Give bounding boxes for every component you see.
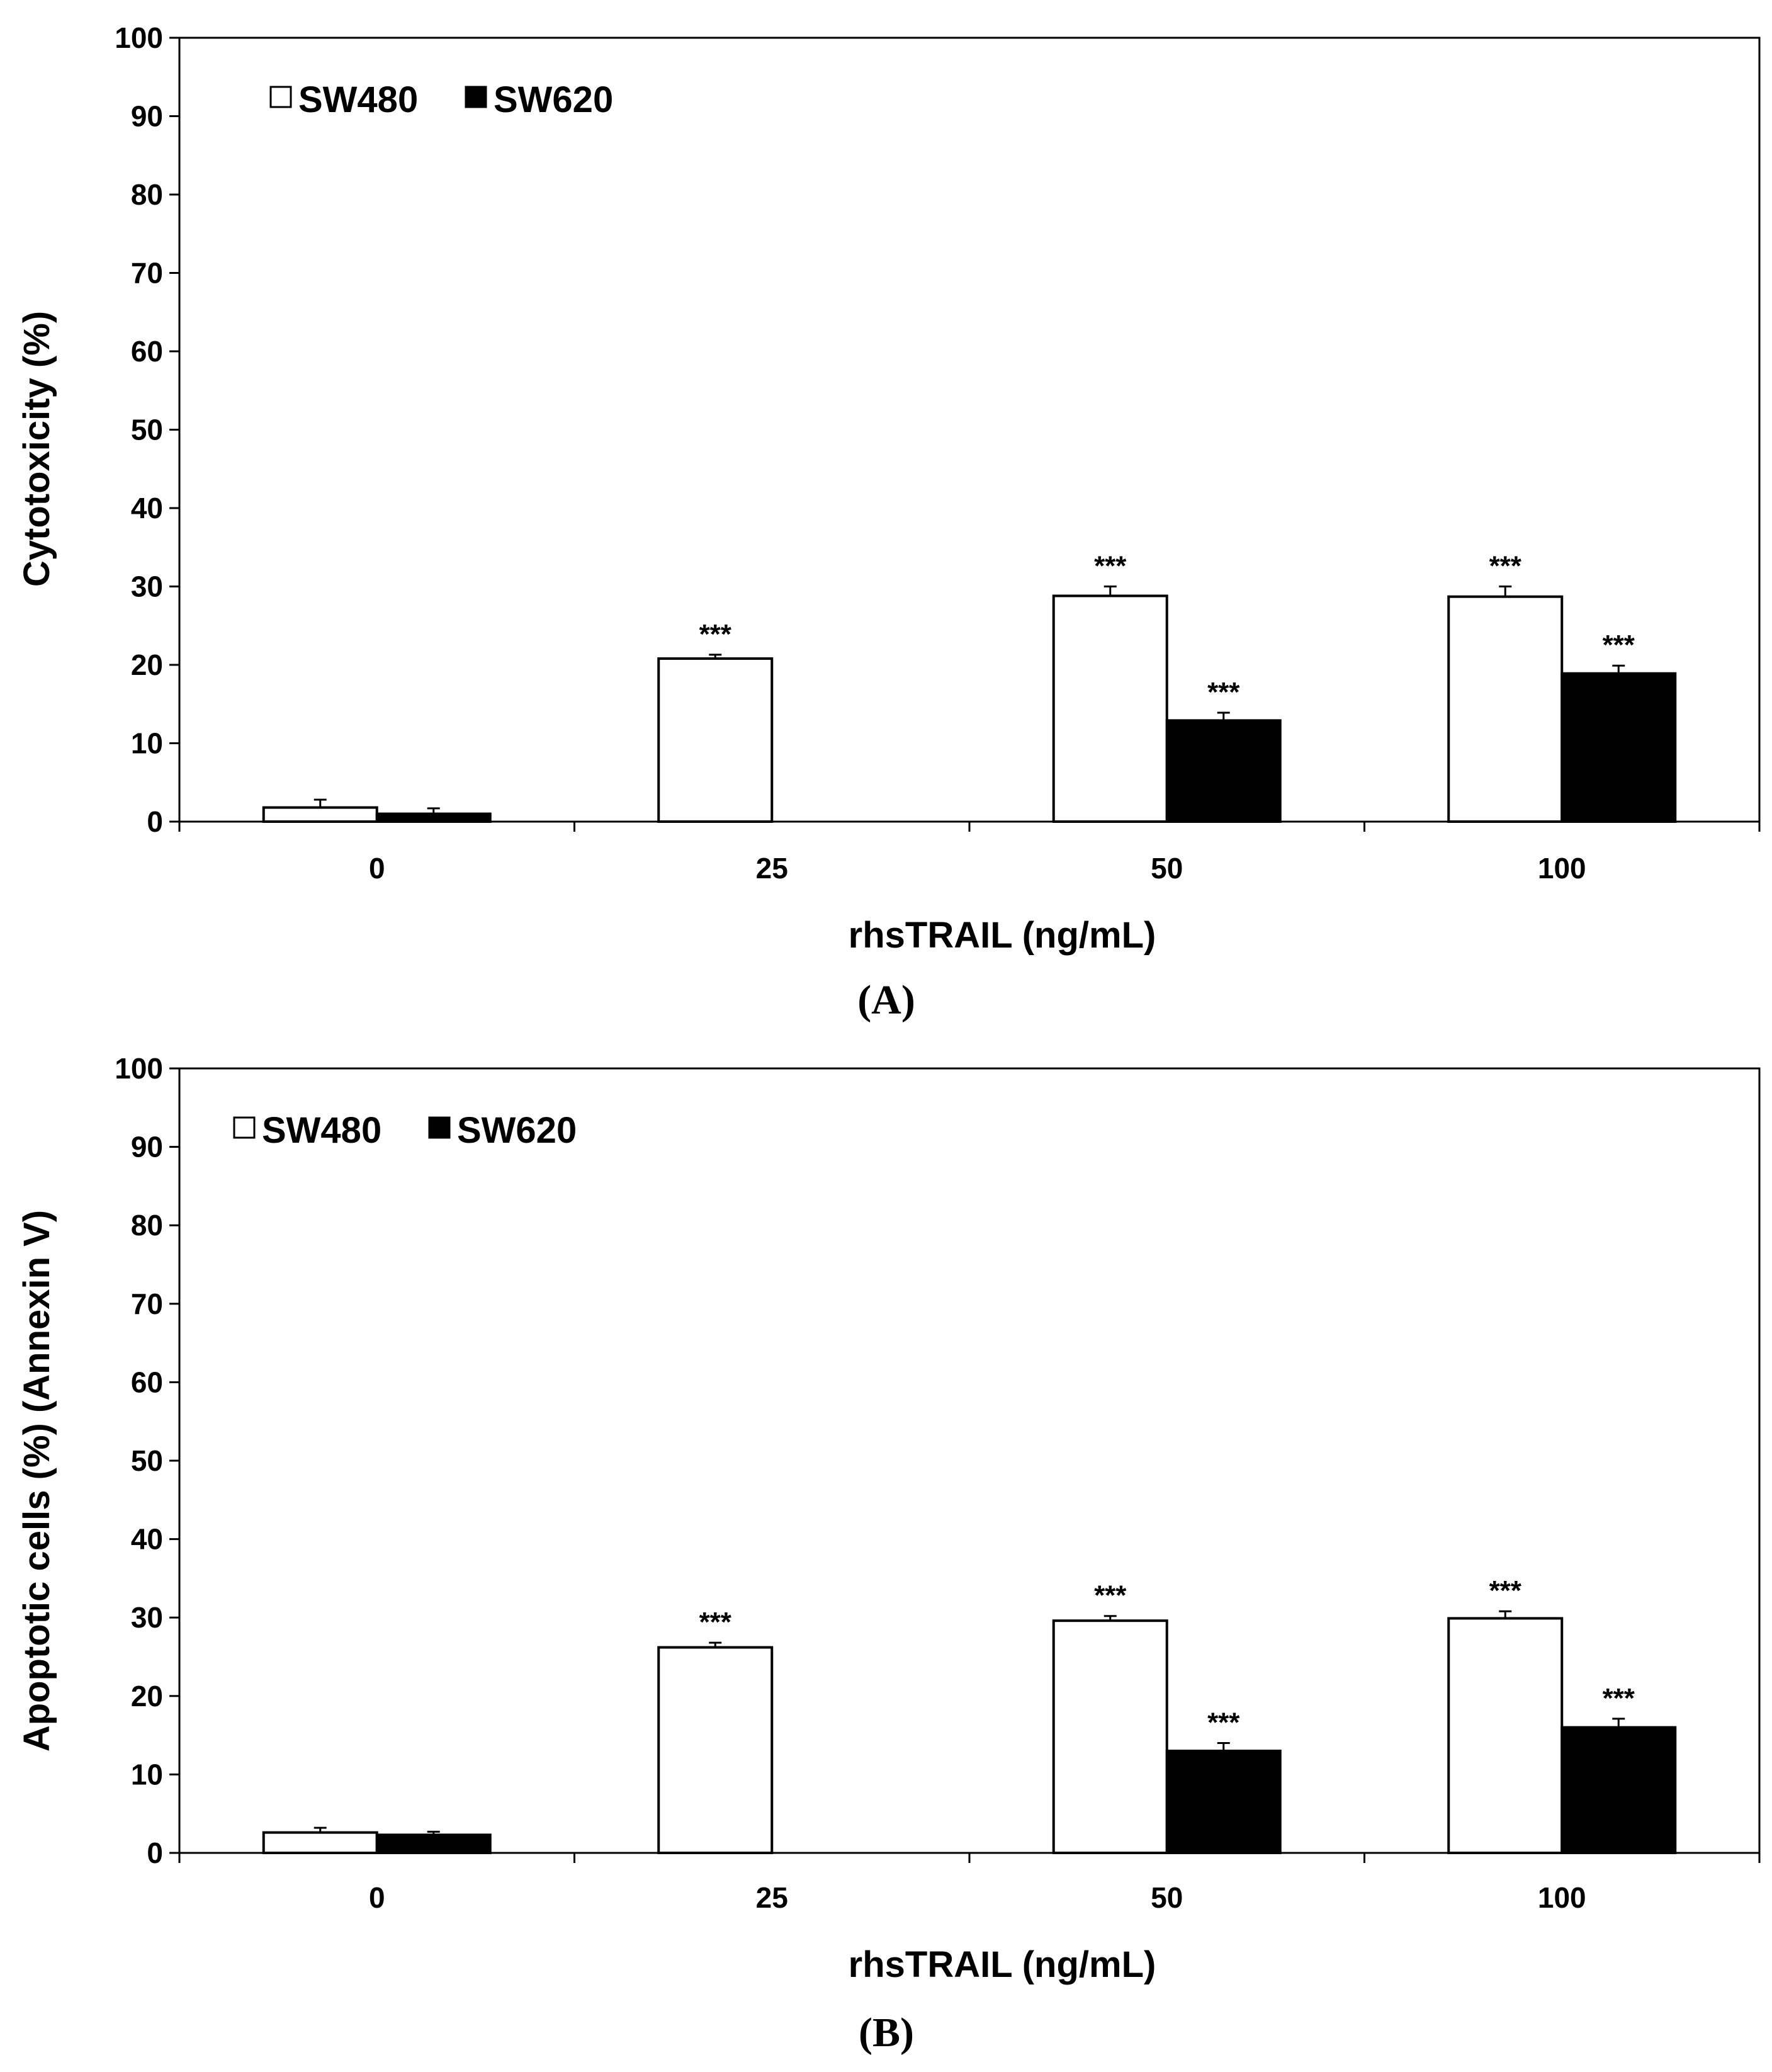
significance-marker: *** bbox=[1603, 630, 1635, 660]
x-tick-label: 25 bbox=[756, 1881, 788, 1914]
y-tick-label: 80 bbox=[131, 178, 163, 211]
bar-sw480 bbox=[657, 1646, 774, 1855]
x-tick-label: 100 bbox=[1538, 852, 1586, 885]
bar-sw620 bbox=[375, 1833, 492, 1855]
y-tick-label: 0 bbox=[147, 1837, 163, 1869]
y-tick-label: 100 bbox=[115, 21, 163, 54]
panel-b: 0 10 20 30 40 50 60 70 80 90 100 0 25 50 100 *** *** *** *… bbox=[16, 1052, 1761, 2056]
y-tick-label: 10 bbox=[131, 727, 163, 760]
x-tick-label: 50 bbox=[1151, 1881, 1183, 1914]
bar-sw620 bbox=[1165, 719, 1282, 824]
y-tick-label: 60 bbox=[131, 1366, 163, 1398]
y-tick-label: 0 bbox=[147, 805, 163, 838]
legend-swatch-sw480 bbox=[233, 1116, 256, 1139]
y-tick-label: 20 bbox=[131, 648, 163, 681]
y-tick-label: 50 bbox=[131, 414, 163, 446]
significance-marker: *** bbox=[1094, 1580, 1127, 1611]
y-axis-title: Apoptotic cells (%) (Annexin V) bbox=[16, 1210, 57, 1752]
y-tick-label: 90 bbox=[131, 100, 163, 133]
y-axis-title: Cytotoxicity (%) bbox=[16, 311, 57, 587]
legend-label-sw480: SW480 bbox=[298, 79, 418, 120]
bar-sw480 bbox=[1052, 594, 1168, 823]
bar-sw620 bbox=[375, 812, 492, 824]
y-tick-label: 70 bbox=[131, 1288, 163, 1320]
bar-sw480 bbox=[1052, 1619, 1168, 1855]
x-axis-title: rhsTRAIL (ng/mL) bbox=[849, 1944, 1156, 1985]
y-tick-label: 100 bbox=[115, 1052, 163, 1085]
y-tick-label: 30 bbox=[131, 570, 163, 603]
y-tick-label: 40 bbox=[131, 492, 163, 524]
bar-sw620 bbox=[1560, 1726, 1677, 1854]
panel-label: (A) bbox=[857, 977, 915, 1023]
x-tick-label: 0 bbox=[369, 1881, 385, 1914]
significance-marker: *** bbox=[1489, 551, 1522, 582]
y-tick-label: 30 bbox=[131, 1601, 163, 1634]
plot-area: 0 10 20 30 40 50 60 70 80 90 100 0 25 50 100 *** *** *** *… bbox=[115, 1052, 1761, 1914]
y-tick-label: 50 bbox=[131, 1444, 163, 1477]
y-tick-label: 70 bbox=[131, 257, 163, 290]
significance-marker: *** bbox=[1207, 677, 1240, 708]
significance-marker: *** bbox=[1094, 551, 1127, 582]
legend-swatch-sw620 bbox=[465, 86, 487, 108]
y-tick-label: 90 bbox=[131, 1131, 163, 1163]
bar-sw480 bbox=[262, 806, 378, 823]
y-tick-label: 80 bbox=[131, 1209, 163, 1242]
significance-marker: *** bbox=[1489, 1575, 1522, 1606]
significance-marker: *** bbox=[699, 619, 732, 650]
panel-a: 0 10 20 30 40 50 60 70 80 90 100 0 25 50 100 *** *** *** *… bbox=[16, 21, 1761, 1023]
significance-marker: *** bbox=[1603, 1683, 1635, 1714]
x-tick-label: 50 bbox=[1151, 852, 1183, 885]
x-axis-title: rhsTRAIL (ng/mL) bbox=[849, 915, 1156, 956]
x-tick-label: 25 bbox=[756, 852, 788, 885]
y-tick-label: 10 bbox=[131, 1758, 163, 1791]
legend-label-sw480: SW480 bbox=[262, 1110, 381, 1151]
y-tick-label: 40 bbox=[131, 1523, 163, 1556]
x-tick-label: 0 bbox=[369, 852, 385, 885]
y-tick-label: 60 bbox=[131, 335, 163, 368]
bar-sw480 bbox=[262, 1831, 378, 1855]
plot-area: 0 10 20 30 40 50 60 70 80 90 100 0 25 50 100 *** *** *** *… bbox=[115, 21, 1761, 885]
bar-sw620 bbox=[1165, 1750, 1282, 1855]
legend-label-sw620: SW620 bbox=[457, 1110, 577, 1151]
legend-label-sw620: SW620 bbox=[494, 79, 613, 120]
significance-marker: *** bbox=[1207, 1707, 1240, 1738]
significance-marker: *** bbox=[699, 1607, 732, 1638]
x-tick-label: 100 bbox=[1538, 1881, 1586, 1914]
legend-swatch-sw620 bbox=[428, 1116, 451, 1139]
bar-sw480 bbox=[1447, 595, 1564, 823]
panel-label: (B) bbox=[859, 2010, 914, 2056]
bar-sw480 bbox=[657, 657, 774, 824]
bar-sw620 bbox=[1560, 672, 1677, 823]
y-tick-label: 20 bbox=[131, 1680, 163, 1713]
bar-sw480 bbox=[1447, 1617, 1564, 1855]
legend-swatch-sw480 bbox=[269, 86, 292, 108]
